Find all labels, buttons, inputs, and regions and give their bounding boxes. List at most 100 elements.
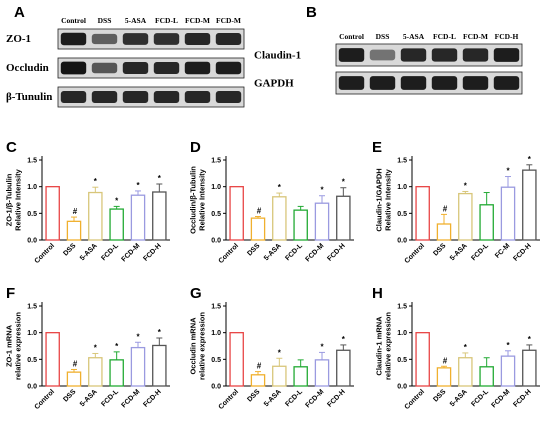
blot-band [91, 62, 118, 74]
bar [250, 217, 266, 241]
panel-label-h: H [372, 285, 383, 302]
x-tick-label: 5-ASA [79, 242, 99, 262]
significance-mark: * [94, 177, 98, 186]
bar-charts: 0.0 0.5 1.0 1.5 ZO-1/β-TubulinRelative Inten… [5, 155, 540, 411]
blot-band [338, 76, 365, 90]
blot-band [215, 32, 242, 46]
lane-header: DSS [98, 16, 112, 25]
lane-header: Control [61, 16, 86, 25]
blot-row-label: ZO-1 [6, 33, 31, 45]
significance-mark: * [464, 181, 468, 190]
bar [130, 194, 146, 241]
x-tick-label: FCD-L [100, 242, 120, 262]
blot-band [91, 90, 118, 104]
blot-band [493, 76, 520, 90]
x-tick-label: Control [34, 388, 57, 411]
chart-f: 0.0 0.5 1.0 1.5 ZO-1 mRNArelative expression… [5, 302, 170, 411]
bar [500, 186, 516, 241]
bar [45, 332, 60, 387]
x-tick-label: 5-ASA [263, 242, 283, 262]
y-axis-label-line: Relative Intensity [14, 168, 23, 231]
blot-band [153, 33, 180, 45]
significance-mark: # [257, 362, 262, 371]
blot-band [122, 33, 149, 45]
blot-band [431, 76, 458, 90]
lane-header: FCD-M [463, 32, 488, 41]
y-tick-label: 1.0 [397, 184, 407, 191]
panel-label-f: F [6, 285, 15, 302]
y-tick-label: 1.0 [397, 330, 407, 337]
x-tick-label: FCD-H [326, 388, 346, 408]
x-tick-label: Control [404, 388, 427, 411]
x-tick-label: DSS [432, 388, 447, 403]
y-tick-label: 1.5 [397, 158, 407, 165]
x-tick-label: FCD-M [305, 242, 326, 263]
y-tick-label: 1.5 [397, 304, 407, 311]
significance-mark: # [257, 207, 262, 216]
significance-mark: * [320, 342, 324, 351]
blot-band [184, 90, 211, 104]
western-blot-a: Control DSS 5-ASA FCD-L FCD-M FCD-M ZO-1 Occlud… [6, 16, 245, 108]
significance-mark: * [506, 167, 510, 176]
bar [314, 202, 330, 241]
blot-row-label: Claudin-1 [254, 49, 301, 61]
x-tick-label: FCD-L [470, 242, 490, 262]
x-tick-label: FCD-H [326, 242, 346, 262]
y-axis-label-line: Relative Intensity [198, 168, 207, 231]
blot-band [184, 32, 211, 46]
lane-header: 5-ASA [403, 32, 425, 41]
x-tick-label: DSS [432, 242, 447, 257]
x-tick-label: DSS [246, 242, 261, 257]
blot-band [60, 32, 87, 46]
y-tick-label: 1.5 [211, 158, 221, 165]
y-tick-label: 1.0 [27, 330, 37, 337]
significance-mark: * [464, 343, 468, 352]
x-tick-label: DSS [62, 242, 77, 257]
blot-band [462, 48, 489, 62]
y-tick-label: 1.0 [211, 184, 221, 191]
y-axis-label-line: relative expression [14, 312, 23, 380]
significance-mark: * [506, 341, 510, 350]
blot-band [122, 61, 149, 75]
bar [479, 204, 494, 241]
significance-mark: * [528, 155, 532, 164]
y-axis-label: Claudin-1 mRNArelative expression [375, 312, 393, 380]
x-tick-label: FCD-M [491, 388, 512, 409]
bar [436, 223, 452, 241]
y-tick-label: 1.5 [27, 158, 37, 165]
y-tick-label: 0.0 [27, 384, 37, 391]
bar [250, 374, 266, 387]
y-tick-label: 0.0 [27, 238, 37, 245]
y-axis-label-line: ZO-1 mRNA [5, 324, 14, 367]
y-tick-label: 0.0 [397, 384, 407, 391]
y-axis-label: Occludin/β-TubulinRelative Intensity [189, 166, 207, 234]
significance-mark: * [158, 174, 162, 183]
bar [500, 355, 516, 387]
lane-header: FCD-L [433, 32, 456, 41]
lane-header: FCD-H [495, 32, 519, 41]
y-tick-label: 0.5 [211, 211, 221, 218]
blot-band [462, 76, 489, 90]
blot-band [60, 61, 87, 75]
bar [522, 169, 537, 241]
blot-band [431, 48, 458, 62]
chart-c: 0.0 0.5 1.0 1.5 ZO-1/β-TubulinRelative Inten… [5, 156, 170, 265]
bar [109, 208, 124, 241]
significance-mark: * [278, 183, 282, 192]
y-axis-label-line: relative expression [198, 312, 207, 380]
y-axis-label: ZO-1/β-TubulinRelative Intensity [5, 168, 23, 231]
x-tick-label: 5-ASA [263, 388, 283, 408]
y-tick-label: 0.5 [27, 357, 37, 364]
significance-mark: * [115, 342, 119, 351]
y-tick-label: 1.5 [27, 304, 37, 311]
bar [479, 366, 494, 387]
y-axis-label: Occludin mRNArelative expression [189, 312, 207, 380]
blot-band [122, 90, 149, 104]
lane-header: Control [339, 32, 364, 41]
significance-mark: * [528, 335, 532, 344]
panel-label-g: G [190, 285, 202, 302]
blot-band [400, 76, 427, 90]
bar [336, 195, 351, 241]
y-tick-label: 0.0 [397, 238, 407, 245]
blot-band [369, 76, 396, 90]
